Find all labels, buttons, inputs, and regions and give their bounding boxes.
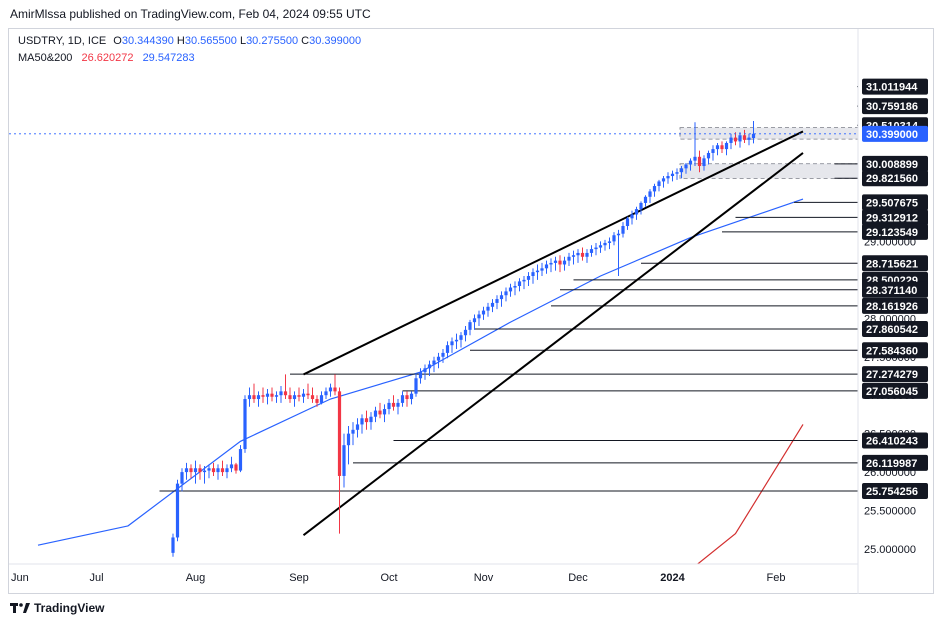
ma-legend[interactable]: MA50&200 26.620272 29.547283 (18, 52, 195, 64)
high-label: H (176, 35, 185, 47)
close-label: C (301, 35, 310, 47)
ma-label: MA50&200 (18, 52, 73, 64)
footer-brand: TradingView (34, 601, 105, 615)
ma200-value: 29.547283 (142, 52, 195, 64)
close-value: 30.399000 (309, 35, 362, 47)
low-label: L (239, 35, 247, 47)
tradingview-footer: TradingView (10, 601, 104, 615)
ma50-value: 26.620272 (81, 52, 134, 64)
chart-frame (8, 28, 934, 594)
publisher-line: AmirMlssa published on TradingView.com, … (10, 7, 371, 21)
symbol-label[interactable]: USDTRY, 1D, ICE (18, 35, 107, 47)
open-label: O (113, 35, 122, 47)
high-value: 30.565500 (184, 35, 237, 47)
low-value: 30.275500 (246, 35, 299, 47)
open-value: 30.344390 (121, 35, 174, 47)
tradingview-logo-icon (10, 603, 30, 613)
ohlc-legend: USDTRY, 1D, ICE O30.344390 H30.565500 L3… (18, 35, 361, 47)
